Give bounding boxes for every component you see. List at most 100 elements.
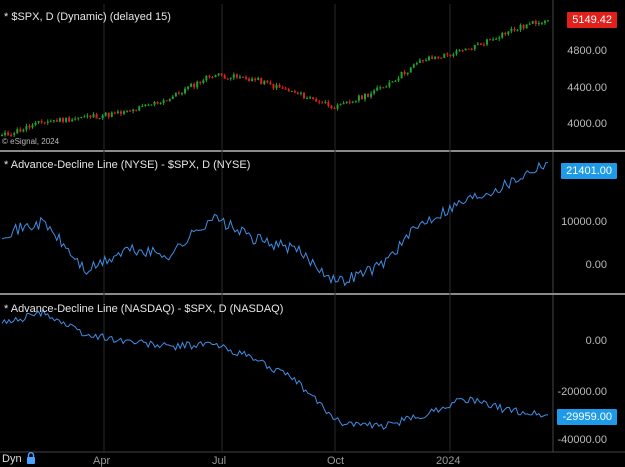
candle-body [241,76,244,78]
candle-body [4,132,7,136]
candle-body [281,87,284,89]
candle-body [351,101,354,103]
candle-body [226,78,229,80]
panel-1-tick: 4400.00 [567,82,607,94]
candle-body [287,89,290,92]
candle-body [7,132,10,135]
candle-body [65,117,68,122]
candle-body [299,92,302,94]
candle-body [229,77,232,79]
candle-body [373,90,376,94]
candle-body [98,117,101,119]
x-axis-label: Apr [93,455,111,467]
candle-body [263,80,266,85]
candle-body [345,101,348,104]
candle-body [25,125,28,130]
dynamic-mode-label[interactable]: Dyn [2,453,22,465]
candle-body [403,71,406,75]
candle-body [309,97,312,99]
candle-body [363,94,366,100]
candle-body [104,112,107,116]
candle-body [187,86,190,89]
candle-body [370,93,373,97]
candle-body [513,28,516,30]
candle-body [177,92,180,94]
candle-body [208,75,211,77]
candle-body [492,39,495,41]
candle-body [388,82,391,87]
candle-body [174,92,177,97]
candle-body [531,20,534,24]
candle-body [327,102,330,106]
candle-body [162,100,165,104]
candle-body [37,120,40,123]
candle-body [385,86,388,88]
candle-body [1,135,3,137]
candle-body [101,115,104,118]
candle-body [290,90,293,92]
panel-2-tick: 10000.00 [561,216,607,228]
candle-body [504,32,507,35]
candle-body [440,57,443,59]
panel-1-tick: 4800.00 [567,45,607,57]
candle-body [321,102,324,104]
panel-3-tick: 0.00 [585,335,607,347]
x-axis-label: 2024 [436,455,461,467]
candle-body [537,23,540,25]
candle-body [394,80,397,82]
candle-body [275,84,278,89]
candle-body [83,116,86,118]
candle-body [302,92,305,99]
candle-body [443,53,446,59]
candle-body [540,22,543,24]
panel-1-last-value-badge: 5149.42 [567,12,617,28]
candle-body [199,81,202,84]
candle-body [482,44,485,46]
candle-body [254,78,257,80]
panel-2-tick: 0.00 [585,259,607,271]
candle-body [71,119,74,122]
candle-body [16,129,19,134]
candle-body [510,28,513,32]
panel-2-title: * Advance-Decline Line (NYSE) - $SPX, D … [4,159,251,171]
candle-body [348,101,351,103]
candle-body [10,134,13,136]
candle-body [86,115,89,117]
candle-body [284,88,287,90]
candle-body [235,74,238,78]
candle-body [318,101,321,103]
candle-body [424,60,427,62]
candle-body [31,124,34,128]
candle-body [461,50,464,52]
candle-body [40,120,43,123]
candle-body [428,56,431,61]
lock-icon[interactable] [26,452,36,464]
candle-body [89,115,92,118]
candle-body [266,80,269,83]
candle-body [293,90,296,93]
candle-body [379,87,382,89]
candle-body [522,24,525,29]
candle-body [418,60,421,63]
candle-body [245,77,248,79]
candle-body [107,112,110,117]
candle-body [391,81,394,83]
candle-body [528,23,531,25]
ad-line-series [1,161,549,287]
candle-body [431,56,434,59]
candle-body [415,62,418,65]
candle-body [473,44,476,50]
candle-body [147,104,150,106]
candle-body [217,73,220,76]
candle-body [382,87,385,89]
candle-body [272,84,275,89]
candle-body [211,76,214,78]
candle-body [525,24,528,29]
candle-body [498,37,501,39]
candle-body [339,104,342,106]
x-axis-label: Oct [327,455,345,467]
candle-body [238,76,241,78]
candle-body [543,20,546,23]
candle-body [95,114,98,119]
candle-body [116,111,119,114]
